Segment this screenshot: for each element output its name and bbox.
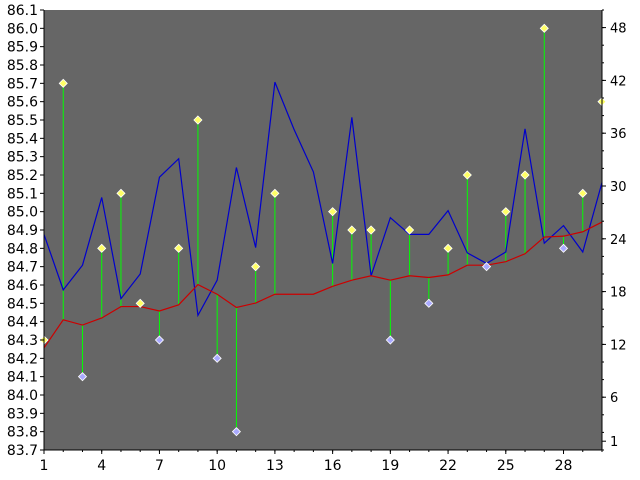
marker-10 (212, 353, 222, 363)
y-right-tick-label-1: 1 (610, 435, 618, 450)
marker-5 (116, 188, 126, 198)
y-left-tick-label-17: 85.4 (7, 131, 38, 147)
y-right-tick-label-6: 6 (610, 391, 618, 406)
x-tick-label-16: 16 (324, 458, 342, 474)
marker-7 (154, 335, 165, 345)
marker-21 (424, 298, 434, 308)
y-left-tick-label-22: 85.9 (7, 40, 38, 56)
x-tick-label-13: 13 (266, 458, 284, 474)
marker-20 (405, 225, 415, 235)
y-left-tick-label-3: 84.0 (7, 388, 38, 404)
marker-2 (58, 78, 68, 88)
y-right-tick-label-12: 12 (610, 338, 627, 353)
marker-17 (347, 225, 357, 235)
y-right-tick-label-24: 24 (610, 233, 627, 248)
y-right-tick-label-48: 48 (610, 22, 627, 37)
y-left-tick-label-10: 84.7 (7, 260, 38, 276)
x-tick-label-4: 4 (97, 458, 106, 474)
y-left-tick-label-1: 83.8 (7, 425, 38, 441)
marker-6 (135, 298, 145, 308)
y-left-tick-label-14: 85.1 (7, 186, 38, 202)
marker-12 (251, 262, 261, 272)
y-left-tick-label-24: 86.1 (7, 3, 38, 19)
blue-series-line (43, 81, 603, 318)
marker-18 (366, 225, 376, 235)
marker-27 (539, 23, 549, 33)
x-tick-label-1: 1 (40, 458, 49, 474)
y-left-tick-label-6: 84.3 (7, 333, 38, 349)
y-left-tick-label-19: 85.6 (7, 95, 38, 111)
y-left-tick-label-13: 85.0 (7, 205, 38, 221)
y-left-tick-label-0: 83.7 (7, 443, 38, 459)
marker-19 (385, 335, 395, 345)
y-right-tick-label-42: 42 (610, 74, 627, 89)
y-left-tick-label-11: 84.8 (7, 241, 38, 257)
marker-23 (462, 170, 472, 180)
x-tick-label-7: 7 (155, 458, 164, 474)
marker-24 (481, 262, 492, 272)
y-left-tick-label-15: 85.2 (7, 168, 38, 184)
y-left-tick-label-5: 84.2 (7, 351, 38, 367)
red-series-line (43, 221, 603, 349)
axes-layer: 1 4 7 10 13 16 19 22 25 2883.783.883.984.084.184.… (7, 3, 627, 474)
marker-22 (443, 243, 453, 253)
marker-13 (270, 188, 280, 198)
x-tick-label-10: 10 (208, 458, 226, 474)
y-left-tick-label-9: 84.6 (7, 278, 38, 294)
marker-9 (193, 115, 203, 125)
y-left-tick-label-23: 86.0 (7, 21, 38, 37)
y-left-tick-label-2: 83.9 (7, 406, 38, 422)
y-right-tick-label-30: 30 (610, 180, 627, 195)
markers-layer (39, 23, 607, 437)
y-left-tick-label-16: 85.3 (7, 150, 38, 166)
y-left-tick-label-20: 85.7 (7, 76, 38, 92)
lines-layer (43, 81, 603, 349)
y-left-tick-label-7: 84.4 (7, 315, 38, 331)
plot-area (44, 10, 602, 450)
y-left-tick-label-18: 85.5 (7, 113, 38, 129)
marker-8 (174, 243, 184, 253)
stems-layer (43, 28, 603, 432)
marker-25 (501, 207, 511, 217)
y-left-tick-label-21: 85.8 (7, 58, 38, 74)
y-left-tick-label-8: 84.5 (7, 296, 38, 312)
y-left-tick-label-4: 84.1 (7, 370, 38, 386)
marker-29 (578, 188, 588, 198)
marker-11 (231, 427, 241, 437)
marker-26 (520, 170, 530, 180)
x-tick-label-19: 19 (381, 458, 399, 474)
x-tick-label-25: 25 (497, 458, 515, 474)
y-right-tick-label-18: 18 (610, 286, 627, 301)
x-tick-label-28: 28 (555, 458, 573, 474)
marker-3 (77, 372, 88, 382)
marker-28 (558, 243, 569, 253)
marker-16 (328, 207, 338, 217)
y-right-tick-label-36: 36 (610, 127, 627, 142)
marker-4 (97, 243, 107, 253)
x-tick-label-22: 22 (439, 458, 457, 474)
y-left-tick-label-12: 84.9 (7, 223, 38, 239)
